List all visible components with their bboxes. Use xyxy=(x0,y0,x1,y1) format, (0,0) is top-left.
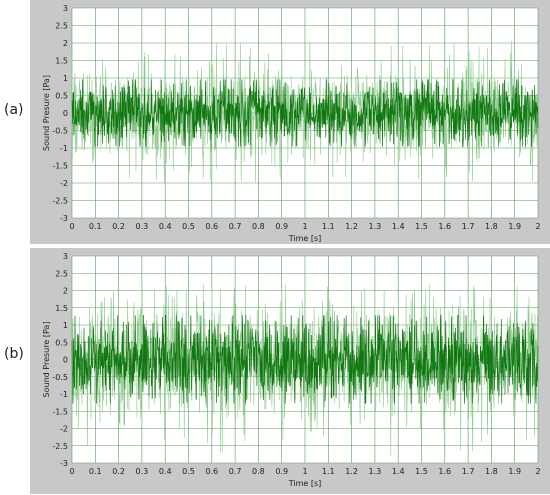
y-tick-label: 0.5 xyxy=(55,338,68,347)
x-tick-label: 1.1 xyxy=(322,222,335,231)
y-tick-label: -1.5 xyxy=(52,162,68,171)
x-tick-label: 0.4 xyxy=(159,222,172,231)
y-tick-label: -2 xyxy=(60,179,68,188)
x-tick-label: 1.6 xyxy=(438,222,451,231)
y-tick-label: 0.5 xyxy=(55,92,68,101)
x-tick-label: 0.9 xyxy=(275,222,288,231)
x-tick-label: 0 xyxy=(69,467,74,476)
x-axis-title: Time [s] xyxy=(288,234,322,243)
x-tick-label: 0 xyxy=(69,222,74,231)
x-tick-label: 1.8 xyxy=(485,467,498,476)
y-tick-label: -3 xyxy=(60,214,68,223)
sound-pressure-chart-a: -3 -2.5 -2 -1.5 -1 -0.5 0 0.5 1 1.5 2 2.5 3 0 0.1 0.2 0.… xyxy=(30,0,550,244)
panel-label-b: (b) xyxy=(4,346,24,362)
x-tick-label: 1.9 xyxy=(508,222,521,231)
x-tick-label: 1.6 xyxy=(438,467,451,476)
x-tick-label: 1.7 xyxy=(462,222,475,231)
x-tick-label: 1.8 xyxy=(485,222,498,231)
y-tick-label: -1 xyxy=(60,144,68,153)
y-tick-label: 2.5 xyxy=(55,269,68,278)
x-tick-label: 0.3 xyxy=(136,467,149,476)
x-tick-label: 0.6 xyxy=(205,222,218,231)
x-tick-label: 1.1 xyxy=(322,467,335,476)
y-tick-label: 0 xyxy=(63,356,68,365)
y-tick-label: -3 xyxy=(60,459,68,468)
x-tick-label: 2 xyxy=(535,467,540,476)
x-tick-label: 1.9 xyxy=(508,467,521,476)
y-tick-label: -1.5 xyxy=(52,407,68,416)
y-axis-title: Sound Presure [Pa] xyxy=(42,322,51,398)
x-tick-label: 0.5 xyxy=(182,467,195,476)
x-tick-label: 1.5 xyxy=(415,222,428,231)
x-tick-label: 0.3 xyxy=(136,222,149,231)
x-tick-label: 1.2 xyxy=(345,467,358,476)
y-tick-label: -2 xyxy=(60,425,68,434)
x-tick-label: 1.3 xyxy=(369,222,382,231)
x-tick-label: 0.4 xyxy=(159,467,172,476)
sound-pressure-chart-b: -3 -2.5 -2 -1.5 -1 -0.5 0 0.5 1 1.5 2 2.5 3 0 0.1 0.2 0.… xyxy=(30,248,550,494)
x-tick-label: 0.8 xyxy=(252,222,265,231)
y-tick-label: 2 xyxy=(63,287,68,296)
y-tick-label: -1 xyxy=(60,390,68,399)
x-tick-label: 0.2 xyxy=(112,467,125,476)
y-axis-title: Sound Presure [Pa] xyxy=(42,75,51,151)
x-tick-label: 0.7 xyxy=(229,222,242,231)
y-tick-label: 0 xyxy=(63,109,68,118)
x-tick-label: 2 xyxy=(535,222,540,231)
y-tick-label: 3 xyxy=(63,252,68,261)
y-tick-label: 3 xyxy=(63,4,68,13)
x-axis-title: Time [s] xyxy=(288,479,322,488)
x-tick-label: 1.3 xyxy=(369,467,382,476)
y-tick-label: 2 xyxy=(63,39,68,48)
x-tick-label: 1.7 xyxy=(462,467,475,476)
signal-trace-core xyxy=(71,79,539,147)
panel-label-a: (a) xyxy=(4,102,24,118)
x-tick-label: 0.2 xyxy=(112,222,125,231)
y-tick-label: -0.5 xyxy=(52,373,68,382)
signal-trace-core xyxy=(71,314,539,404)
x-tick-label: 0.5 xyxy=(182,222,195,231)
y-tick-label: 1.5 xyxy=(55,304,68,313)
x-tick-label: 1.5 xyxy=(415,467,428,476)
x-tick-label: 1 xyxy=(302,467,307,476)
x-tick-label: 0.7 xyxy=(229,467,242,476)
x-tick-label: 1.2 xyxy=(345,222,358,231)
y-tick-label: -2.5 xyxy=(52,197,68,206)
x-tick-label: 0.1 xyxy=(89,222,102,231)
x-tick-label: 1.4 xyxy=(392,222,405,231)
y-tick-label: 1.5 xyxy=(55,57,68,66)
x-tick-label: 1.4 xyxy=(392,467,405,476)
x-tick-label: 0.1 xyxy=(89,467,102,476)
x-tick-label: 0.6 xyxy=(205,467,218,476)
y-tick-label: -2.5 xyxy=(52,442,68,451)
x-tick-label: 0.9 xyxy=(275,467,288,476)
x-tick-label: 0.8 xyxy=(252,467,265,476)
y-tick-label: 2.5 xyxy=(55,22,68,31)
y-tick-label: -0.5 xyxy=(52,127,68,136)
y-tick-label: 1 xyxy=(63,74,68,83)
x-tick-label: 1 xyxy=(302,222,307,231)
y-tick-label: 1 xyxy=(63,321,68,330)
